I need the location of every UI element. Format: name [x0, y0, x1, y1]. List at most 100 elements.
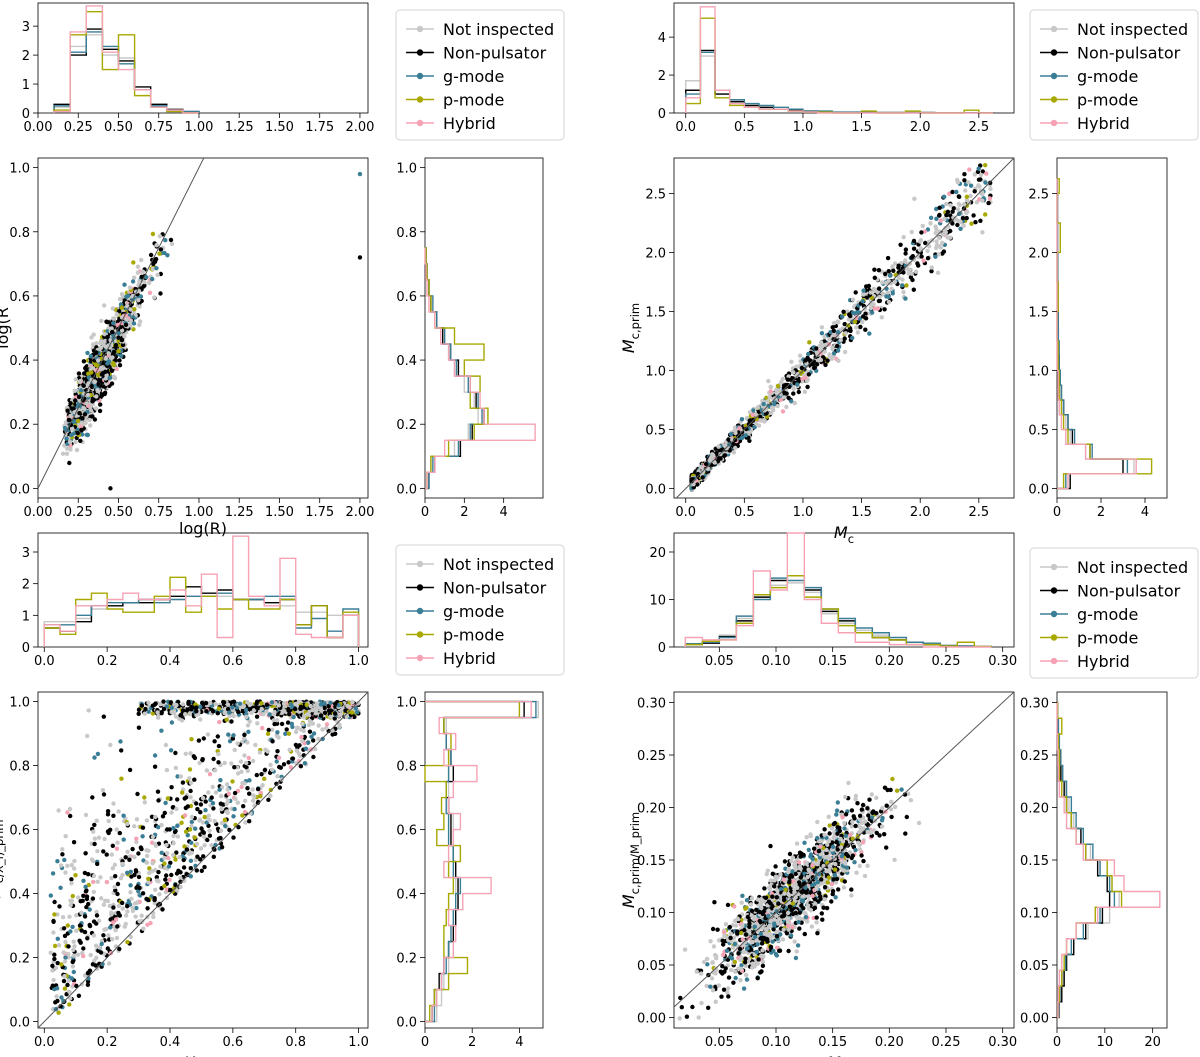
scatter-point: [132, 307, 137, 312]
scatter-point: [238, 759, 244, 764]
scatter-point: [128, 869, 133, 874]
scatter-point: [69, 877, 74, 882]
scatter-point: [62, 933, 68, 939]
scatter-point: [118, 876, 124, 881]
scatter-point: [875, 289, 880, 295]
scatter-point: [172, 829, 178, 835]
scatter-point: [239, 769, 244, 774]
scatter-point: [55, 960, 60, 966]
scatter-point: [219, 807, 224, 812]
y-tick-label: 0.0: [1028, 483, 1049, 498]
scatter-point: [52, 943, 58, 949]
scatter-point: [961, 202, 967, 207]
hist-step-p-mode: [1056, 177, 1153, 490]
scatter-point: [250, 758, 256, 764]
scatter-point: [240, 781, 245, 786]
scatter-point: [823, 362, 828, 368]
scatter-point: [903, 251, 908, 256]
scatter-point: [125, 870, 130, 875]
scatter-point: [230, 779, 235, 784]
scatter-point: [74, 913, 79, 918]
scatter-point: [302, 761, 308, 766]
scatter-point: [121, 837, 126, 842]
scatter-point: [168, 748, 174, 753]
scatter-point: [733, 430, 738, 436]
scatter-point: [140, 834, 145, 839]
scatter-point: [330, 732, 335, 737]
scatter-point: [308, 700, 314, 705]
scatter-point: [109, 875, 114, 881]
scatter-point: [95, 388, 100, 393]
legend-label: p-mode: [1077, 91, 1138, 110]
scatter-point: [841, 309, 846, 314]
legend-item: p-mode: [406, 626, 504, 645]
scatter-point: [163, 800, 168, 806]
scatter-point: [978, 177, 983, 182]
scatter-point: [290, 756, 296, 761]
scatter-point: [194, 801, 199, 806]
scatter-point: [814, 362, 820, 367]
scatter-point: [277, 785, 282, 790]
scatter-point: [81, 953, 86, 959]
scatter-point: [76, 371, 82, 376]
scatter-point: [850, 310, 856, 315]
legend-item: p-mode: [1040, 91, 1138, 110]
scatter-point: [332, 711, 338, 716]
scatter-point: [69, 406, 75, 411]
scatter-point: [103, 356, 109, 361]
scatter-point: [197, 817, 203, 822]
scatter-point: [91, 366, 96, 371]
scatter-point: [127, 767, 133, 773]
scatter-point: [50, 871, 56, 876]
scatter-point: [188, 788, 193, 794]
scatter-point: [750, 412, 755, 418]
scatter-point: [810, 362, 816, 367]
scatter-point: [232, 747, 237, 753]
scatter-point: [136, 889, 141, 894]
scatter-point: [108, 917, 113, 922]
scatter-point: [98, 875, 103, 880]
scatter-point: [79, 910, 84, 915]
scatter-point: [192, 777, 197, 782]
scatter-point: [121, 813, 126, 818]
scatter-point: [921, 258, 926, 263]
scatter-point: [92, 836, 98, 841]
scatter-point: [132, 275, 137, 280]
x-tick-label: 1.00: [184, 120, 213, 135]
scatter-point: [178, 774, 184, 779]
scatter-point: [165, 827, 170, 832]
scatter-point: [231, 713, 236, 719]
scatter-point: [893, 261, 898, 266]
scatter-point: [250, 798, 256, 803]
scatter-point: [164, 767, 170, 773]
scatter-point: [146, 700, 151, 705]
scatter-point: [326, 704, 331, 709]
scatter-point: [131, 321, 137, 326]
scatter-point: [189, 814, 195, 820]
scatter-point: [942, 194, 947, 199]
scatter-point: [786, 395, 791, 400]
scatter-point: [212, 768, 218, 773]
scatter-point: [131, 260, 136, 265]
scatter-point: [173, 765, 179, 771]
scatter-point: [343, 708, 348, 713]
scatter-point: [118, 739, 123, 744]
scatter-point: [78, 899, 83, 904]
scatter-point: [308, 703, 313, 709]
scatter-point: [52, 912, 57, 917]
scatter-point: [102, 836, 107, 842]
scatter-point: [835, 348, 841, 353]
scatter-point: [245, 768, 251, 774]
legend-frame: [395, 544, 565, 676]
x-tick-label: 1.50: [265, 120, 294, 135]
scatter-point: [110, 329, 115, 335]
scatter-point: [92, 822, 97, 828]
scatter-point: [835, 343, 840, 349]
hist-step-p-mode: [425, 247, 489, 490]
scatter-point: [159, 728, 164, 733]
scatter-point: [84, 904, 89, 910]
scatter-point: [67, 914, 72, 919]
legend-label: g-mode: [443, 602, 504, 621]
scatter-point: [138, 294, 144, 299]
scatter-point: [289, 721, 294, 726]
